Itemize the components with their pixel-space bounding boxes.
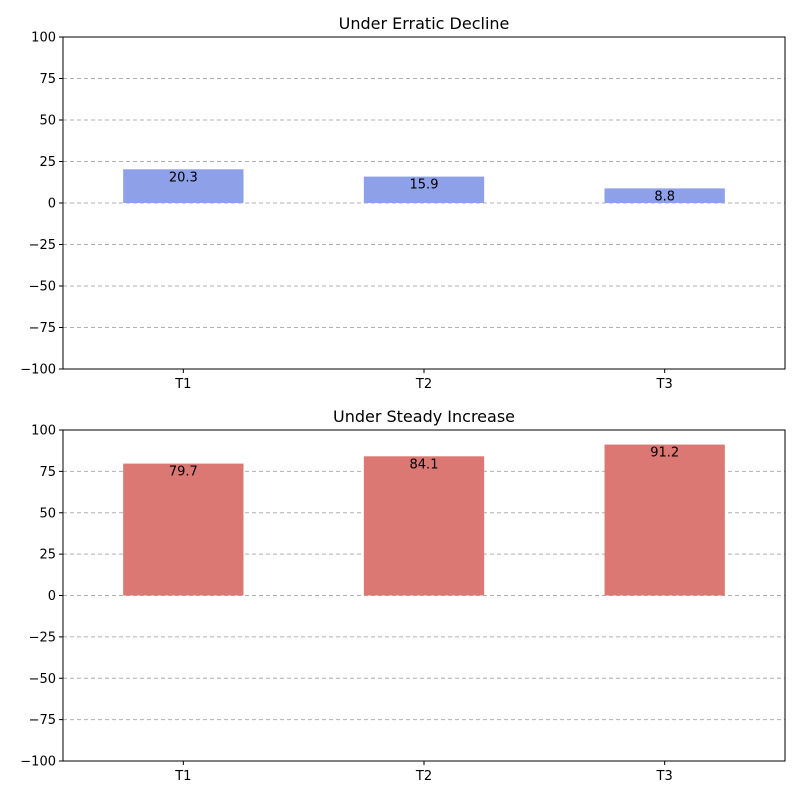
chart-panel-2: 79.7 84.1 91.2 −100 −75 −50 −25 0 25 50 75 100 T1 T2 T…	[20, 407, 786, 784]
y-tick-label: 50	[39, 506, 56, 521]
y-tick-label: −100	[20, 363, 56, 378]
y-tick-label: −100	[20, 755, 56, 770]
y-tick-label: 75	[39, 465, 56, 480]
y-tick-label: 100	[31, 31, 56, 46]
y-tick-label: 0	[48, 589, 56, 604]
y-tick-label: 0	[48, 197, 56, 212]
y-tick-label: 25	[39, 155, 56, 170]
bar-t2	[363, 176, 485, 203]
x-tick-label: T2	[415, 377, 432, 392]
data-label: 15.9	[410, 178, 439, 193]
chart-title: Under Erratic Decline	[339, 14, 510, 33]
data-label: 8.8	[654, 189, 675, 204]
y-tick-label: −50	[29, 280, 56, 295]
x-tick-label: T3	[656, 377, 673, 392]
y-tick-label: −75	[29, 713, 56, 728]
x-tick-label: T2	[415, 769, 432, 784]
y-tick-label: −25	[29, 630, 56, 645]
x-tick-label: T3	[656, 769, 673, 784]
y-tick-label: 100	[31, 424, 56, 439]
x-tick-label: T1	[174, 769, 191, 784]
x-tick-label: T1	[174, 377, 191, 392]
y-tick-label: 25	[39, 548, 56, 563]
data-label: 91.2	[650, 446, 679, 461]
y-tick-label: 75	[39, 72, 56, 87]
bar-t1	[123, 169, 244, 203]
bar-t3	[604, 444, 725, 596]
y-tick-label: −50	[29, 672, 56, 687]
data-label: 20.3	[169, 170, 198, 185]
bar-t2	[363, 456, 485, 596]
chart-title: Under Steady Increase	[333, 407, 515, 426]
bar-t3	[604, 188, 725, 203]
data-label: 84.1	[410, 457, 439, 472]
chart-panel-1: 20.3 15.9 8.8 −100 −75 −50 −25 0 25 50 75 100 T1 T2 T3…	[20, 14, 786, 392]
y-tick-label: −25	[29, 238, 56, 253]
data-label: 79.7	[169, 465, 198, 480]
y-tick-label: 50	[39, 114, 56, 129]
bar-t1	[123, 463, 244, 596]
y-tick-label: −75	[29, 321, 56, 336]
